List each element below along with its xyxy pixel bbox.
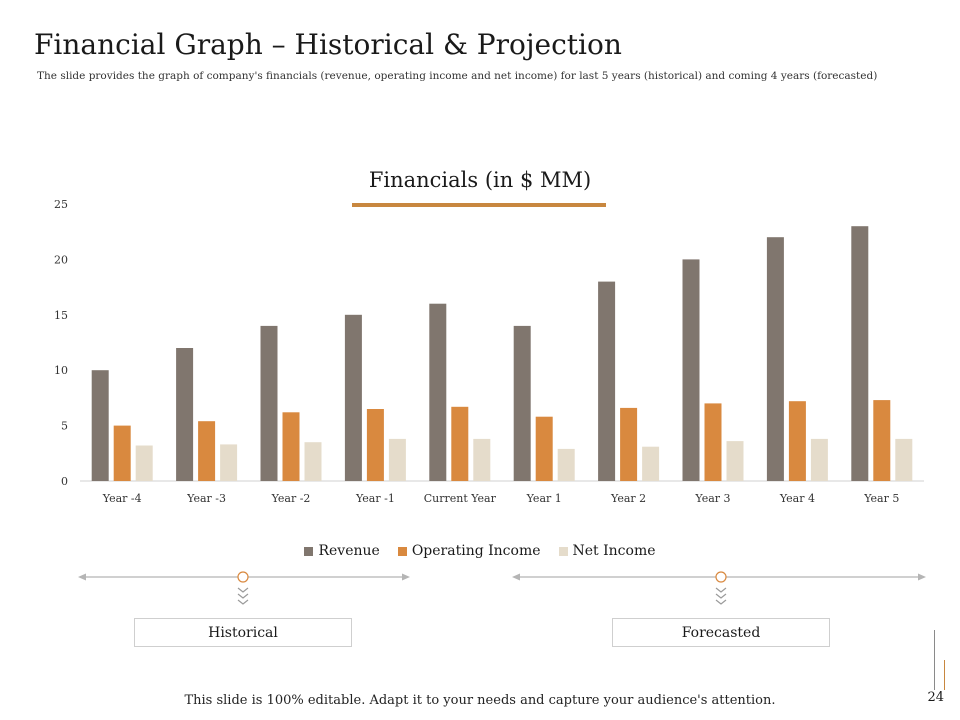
legend-item-revenue: Revenue [304, 543, 380, 559]
bar-revenue [344, 314, 362, 481]
x-tick-label: Year -4 [102, 492, 142, 505]
footer-note: This slide is 100% editable. Adapt it to… [184, 693, 776, 708]
legend-label-net-income: Net Income [572, 543, 656, 559]
y-tick-label: 20 [54, 253, 68, 266]
legend-label-operating-income: Operating Income [411, 543, 541, 559]
x-tick-label: Year -3 [186, 492, 226, 505]
decorative-line-gray [934, 630, 935, 690]
decorative-line-accent [944, 660, 945, 690]
bar-revenue [766, 237, 784, 481]
bar-operating-income [198, 421, 216, 481]
legend-item-net-income: Net Income [558, 543, 656, 559]
chart-legend: Revenue Operating Income Net Income [0, 543, 960, 559]
bar-operating-income [535, 416, 553, 481]
bar-revenue [91, 370, 109, 481]
bar-net-income [135, 445, 153, 481]
bar-revenue [598, 281, 616, 481]
x-tick-label: Year -2 [271, 492, 311, 505]
legend-swatch-net-income [558, 546, 568, 556]
bar-operating-income [282, 412, 300, 481]
bar-operating-income [113, 425, 131, 481]
legend-swatch-operating-income [397, 546, 407, 556]
historical-chevrons-icon [237, 587, 249, 605]
y-tick-label: 5 [61, 420, 68, 433]
legend-label-revenue: Revenue [318, 543, 380, 559]
x-tick-label: Year 3 [694, 492, 730, 505]
bar-chart: 0 5 10 15 20 25 Year -4 Year -3 Year -2 Year -1 Cu… [54, 198, 924, 505]
x-tick-label: Year 2 [610, 492, 646, 505]
slide-title: Financial Graph – Historical & Projectio… [34, 28, 622, 61]
bar-net-income [642, 446, 660, 481]
bar-operating-income [788, 401, 806, 481]
bar-revenue [429, 303, 447, 481]
bar-revenue [176, 348, 194, 481]
bar-revenue [260, 325, 278, 481]
bar-revenue [513, 325, 531, 481]
forecasted-label-box: Forecasted [612, 618, 830, 647]
chart-title: Financials (in $ MM) [368, 168, 592, 192]
bar-operating-income [704, 403, 722, 481]
bar-operating-income [620, 407, 638, 481]
bar-net-income [895, 438, 913, 481]
legend-swatch-revenue [304, 546, 314, 556]
bar-net-income [388, 438, 406, 481]
historical-arrow [78, 571, 410, 583]
y-tick-label: 25 [54, 198, 68, 211]
forecasted-arrow [512, 571, 926, 583]
bar-net-income [473, 438, 491, 481]
x-tick-label: Current Year [424, 492, 497, 505]
page-number: 24 [927, 690, 944, 705]
legend-item-operating-income: Operating Income [397, 543, 541, 559]
bar-net-income [304, 442, 322, 481]
forecasted-chevrons-icon [715, 587, 727, 605]
x-tick-label: Year 5 [863, 492, 899, 505]
slide-subtitle: The slide provides the graph of company'… [37, 70, 878, 82]
bar-net-income [557, 448, 575, 481]
y-tick-label: 15 [54, 309, 68, 322]
bar-net-income [220, 444, 238, 481]
bar-net-income [726, 441, 744, 481]
y-tick-label: 0 [61, 475, 68, 488]
timeline-arrows [78, 571, 926, 605]
bar-operating-income [451, 406, 469, 481]
historical-label-box: Historical [134, 618, 352, 647]
x-tick-label: Year 4 [779, 492, 815, 505]
y-tick-label: 10 [54, 364, 68, 377]
x-tick-label: Year 1 [526, 492, 562, 505]
x-tick-label: Year -1 [355, 492, 395, 505]
bar-revenue [851, 226, 869, 481]
bar-revenue [682, 259, 700, 481]
bar-net-income [810, 438, 828, 481]
bar-operating-income [873, 400, 891, 481]
bar-operating-income [366, 409, 384, 481]
chart-title-underline [352, 203, 606, 207]
